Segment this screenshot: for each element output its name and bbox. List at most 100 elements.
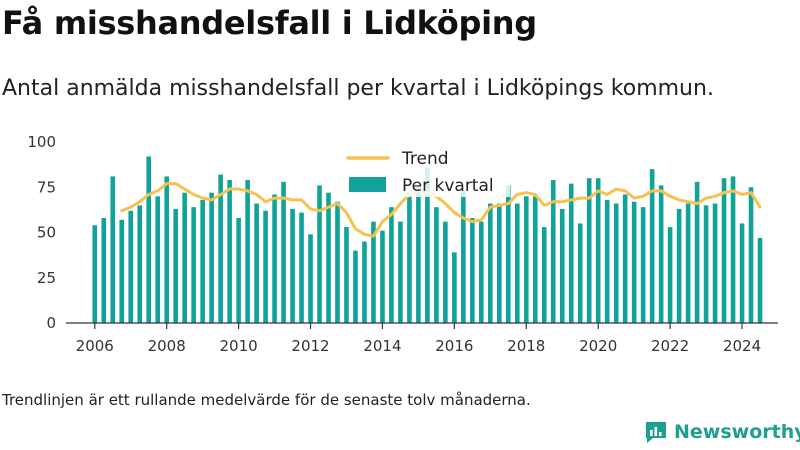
- bar: [209, 192, 214, 323]
- bar: [514, 203, 520, 323]
- bar: [676, 208, 682, 323]
- bar: [658, 185, 664, 323]
- legend-bar-swatch: [349, 177, 386, 192]
- bar: [739, 223, 745, 323]
- bar: [317, 185, 322, 323]
- bar: [541, 227, 547, 323]
- bar: [523, 196, 529, 323]
- bar: [703, 205, 709, 323]
- bar: [443, 221, 448, 323]
- bar: [191, 207, 196, 323]
- bar: [452, 252, 457, 323]
- bar: [748, 187, 754, 323]
- x-tick-label: 2024: [723, 337, 761, 355]
- x-tick-label: 2014: [363, 337, 401, 355]
- bar: [299, 212, 304, 323]
- bar: [362, 241, 367, 323]
- bar: [461, 190, 466, 323]
- bar: [245, 180, 250, 323]
- bar: [326, 192, 331, 323]
- bar: [407, 192, 412, 323]
- bar: [380, 230, 385, 323]
- bar: [371, 221, 376, 323]
- bar: [110, 176, 116, 323]
- y-tick-label: 0: [46, 314, 56, 332]
- footnote: Trendlinjen är ett rullande medelvärde f…: [2, 391, 531, 409]
- brand-name: Newsworthy: [674, 421, 800, 443]
- bar: [164, 176, 169, 323]
- bar: [757, 237, 763, 323]
- bar: [290, 208, 295, 323]
- bar: [532, 196, 538, 323]
- bar: [470, 218, 475, 323]
- bar: [497, 203, 502, 323]
- x-tick-label: 2018: [507, 337, 545, 355]
- bar: [137, 205, 143, 323]
- bar: [667, 227, 673, 323]
- bar: [434, 207, 439, 323]
- bar-series: [92, 156, 763, 323]
- bar: [281, 181, 286, 323]
- bar: [182, 192, 187, 323]
- bar: [730, 176, 736, 323]
- legend-bar-label: Per kvartal: [402, 176, 494, 196]
- logo-icon: [646, 422, 666, 443]
- bar: [595, 178, 601, 323]
- bar: [155, 196, 160, 323]
- x-tick-label: 2020: [579, 337, 617, 355]
- trend-series: [120, 182, 762, 238]
- bar: [119, 219, 125, 323]
- x-tick-label: 2008: [148, 337, 186, 355]
- bar: [568, 183, 574, 323]
- bar: [622, 194, 628, 323]
- bar: [559, 208, 565, 323]
- x-tick-label: 2016: [435, 337, 473, 355]
- bar: [173, 208, 178, 323]
- bar: [146, 156, 152, 323]
- bar: [425, 167, 430, 323]
- bar: [92, 225, 98, 323]
- bar: [254, 203, 259, 323]
- x-tick-label: 2006: [76, 337, 114, 355]
- bar: [236, 218, 241, 323]
- bar: [613, 203, 619, 323]
- bar: [712, 203, 718, 323]
- newsworthy-logo: Newsworthy: [644, 420, 800, 444]
- axes: 0 25 50 75 100 2006 2008 2010 2012 2014 2016 2018 20…: [27, 133, 778, 355]
- y-tick-label: 25: [37, 269, 56, 287]
- x-tick-label: 2022: [651, 337, 689, 355]
- chart-area: 0 25 50 75 100 2006 2008 2010 2012 2014 2016 2018 20…: [27, 133, 778, 355]
- bar: [721, 178, 727, 323]
- bar: [416, 187, 421, 323]
- bar: [586, 178, 592, 323]
- bar: [694, 181, 700, 323]
- bar: [604, 199, 610, 323]
- bar: [506, 185, 511, 323]
- bar: [550, 180, 556, 323]
- x-tick-label: 2012: [291, 337, 329, 355]
- bar: [218, 174, 223, 323]
- chart-subtitle: Antal anmälda misshandelsfall per kvarta…: [2, 76, 714, 101]
- bar: [631, 201, 637, 323]
- bar: [577, 223, 583, 323]
- chart-title: Få misshandelsfall i Lidköping: [2, 4, 537, 42]
- bar: [685, 203, 691, 323]
- legend-trend-label: Trend: [401, 149, 449, 169]
- bar: [200, 199, 205, 323]
- bar: [272, 194, 277, 323]
- bar: [335, 201, 340, 323]
- bar: [640, 207, 646, 323]
- y-tick-label: 100: [27, 133, 56, 151]
- bar: [479, 221, 484, 323]
- bar: [398, 221, 403, 323]
- legend: Trend Per kvartal: [340, 145, 510, 197]
- y-tick-label: 50: [37, 224, 56, 242]
- bar: [101, 218, 107, 323]
- x-tick-label: 2010: [220, 337, 258, 355]
- bar: [353, 250, 358, 323]
- bar: [128, 210, 134, 323]
- bar: [344, 227, 349, 323]
- bar: [649, 169, 655, 323]
- trend-line: [120, 182, 762, 238]
- bar: [227, 180, 232, 323]
